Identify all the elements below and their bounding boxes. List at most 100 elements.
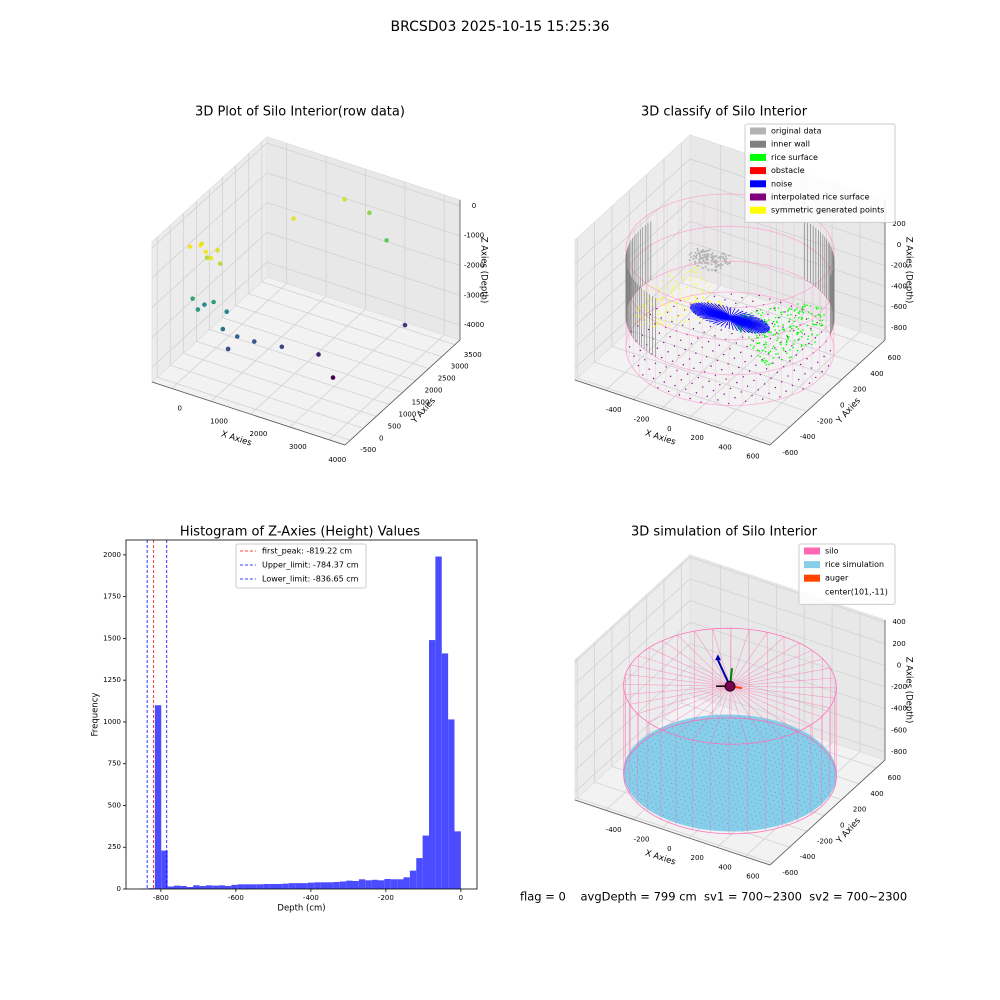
rice-mesh-point — [693, 756, 695, 758]
rice-mesh-point — [630, 778, 632, 780]
rice-mesh-point — [686, 775, 688, 777]
rice-mesh-point — [804, 801, 806, 803]
rice-mesh-point — [666, 768, 668, 770]
rice-mesh-point — [719, 769, 721, 771]
rice-mesh-point — [715, 754, 717, 756]
rice-surface-point — [811, 320, 814, 322]
x-tick-label: -200 — [378, 894, 394, 902]
rice-mesh-point — [759, 799, 761, 801]
original-point — [716, 264, 719, 267]
interpolated-point — [727, 402, 730, 405]
rice-surface-point — [758, 342, 761, 344]
rice-surface-point — [787, 314, 789, 316]
rice-mesh-point — [678, 776, 680, 778]
rice-mesh-point — [671, 813, 673, 815]
rice-mesh-point — [761, 791, 763, 793]
symmetric-point — [672, 286, 675, 289]
rice-mesh-point — [723, 753, 725, 755]
histogram-bar — [250, 884, 257, 889]
rice-mesh-point — [761, 748, 763, 750]
x-tick-label: -400 — [303, 894, 319, 902]
interpolated-point — [725, 378, 727, 380]
interpolated-point — [680, 379, 683, 381]
symmetric-point — [642, 304, 645, 306]
rice-mesh-point — [780, 780, 782, 782]
rice-mesh-point — [800, 744, 802, 746]
histogram-bar — [205, 885, 213, 889]
rice-mesh-point — [814, 762, 816, 764]
original-point — [690, 251, 693, 254]
rice-surface-point — [819, 315, 822, 318]
rice-mesh-point — [784, 795, 786, 797]
symmetric-point — [685, 271, 688, 274]
z-tick-label: -3000 — [464, 291, 484, 299]
rice-mesh-point — [805, 776, 807, 778]
original-point — [701, 249, 704, 252]
rice-mesh-point — [760, 744, 762, 746]
rice-mesh-point — [727, 780, 729, 782]
noise-point — [729, 317, 734, 331]
rice-mesh-point — [774, 804, 776, 806]
rice-mesh-point — [634, 749, 636, 751]
rice-mesh-point — [779, 763, 781, 765]
rice-mesh-point — [727, 720, 729, 722]
rice-mesh-point — [784, 752, 786, 754]
silo-wire — [677, 634, 731, 687]
interpolated-point — [661, 356, 663, 359]
symmetric-point — [667, 274, 670, 277]
rice-mesh-point — [785, 739, 787, 741]
z-tick-label: 200 — [892, 220, 905, 228]
grid-line — [689, 221, 886, 287]
rice-mesh-point — [776, 753, 778, 755]
data-point — [342, 197, 347, 202]
silo-wire — [648, 647, 731, 687]
grid-line — [574, 556, 691, 663]
rice-mesh-point — [720, 726, 722, 728]
rice-mesh-point — [641, 773, 643, 775]
rice-mesh-point — [645, 800, 647, 802]
rice-surface-point — [780, 313, 783, 316]
rice-mesh-point — [680, 768, 682, 770]
rice-mesh-point — [766, 733, 768, 735]
original-point — [712, 257, 715, 260]
rice-mesh-point — [831, 776, 833, 778]
interpolated-point — [660, 317, 662, 319]
rice-mesh-point — [716, 772, 718, 774]
rice-mesh-point — [682, 761, 684, 763]
rice-mesh-point — [699, 805, 701, 807]
histogram-bar — [339, 881, 347, 889]
rice-mesh-point — [668, 773, 670, 775]
histogram-bar — [448, 719, 455, 889]
grid-line — [689, 600, 886, 666]
original-point — [699, 255, 702, 258]
rice-surface-point — [789, 325, 792, 328]
symmetric-point — [667, 324, 670, 327]
x-tick-label: 2000 — [250, 430, 268, 438]
grid-line — [689, 664, 886, 731]
rice-mesh-point — [702, 815, 704, 817]
interpolated-point — [768, 392, 770, 395]
histogram-bar — [371, 879, 378, 889]
rice-mesh-point — [788, 779, 790, 781]
rice-mesh-point — [744, 794, 746, 796]
rice-surface-point — [770, 331, 773, 334]
rice-mesh-point — [801, 792, 803, 794]
rice-mesh-point — [824, 782, 826, 784]
symmetric-point — [693, 277, 696, 279]
rice-mesh-point — [752, 806, 754, 808]
rice-mesh-point — [716, 759, 718, 761]
x-tick-label: 600 — [746, 873, 759, 881]
rice-mesh-point — [644, 752, 646, 754]
rice-mesh-point — [786, 744, 788, 746]
rice-mesh-point — [673, 732, 675, 734]
grid-line — [689, 643, 886, 710]
rice-mesh-point — [698, 800, 700, 802]
interpolated-point — [763, 383, 766, 385]
interpolated-point — [821, 370, 823, 373]
rice-surface-point — [777, 307, 780, 309]
rice-mesh-point — [796, 790, 798, 792]
interpolated-point — [750, 355, 753, 357]
interpolated-point — [776, 332, 778, 334]
silo-wire — [710, 686, 731, 744]
rice-surface-point — [819, 314, 821, 316]
